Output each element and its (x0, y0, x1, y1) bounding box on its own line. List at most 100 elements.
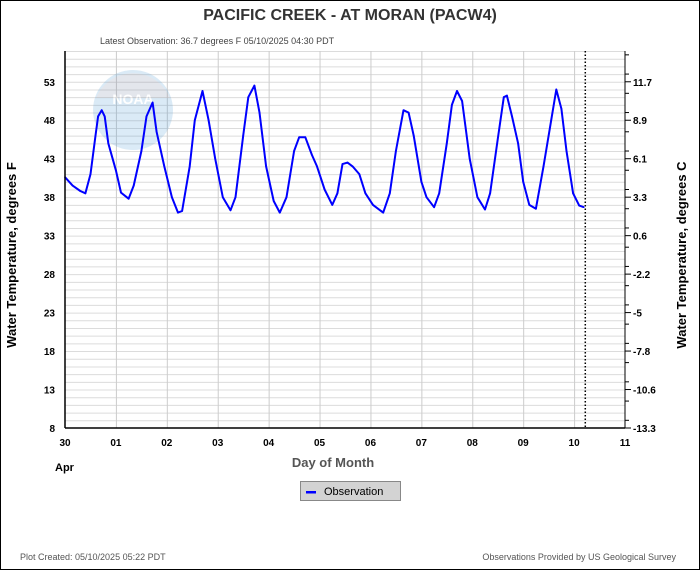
x-month-label: Apr (55, 462, 75, 474)
data-point (285, 196, 288, 198)
data-point (304, 136, 307, 138)
series-layer (64, 84, 585, 214)
data-point (229, 209, 232, 212)
data-point (358, 173, 361, 175)
data-point (372, 204, 374, 206)
x-tick-label: 01 (110, 438, 122, 449)
data-point (222, 196, 224, 198)
data-point (542, 165, 545, 168)
y-axis-label-right: Water Temperature, degrees C (674, 161, 689, 349)
data-point (140, 150, 143, 152)
data-point (484, 208, 486, 211)
y-tick-label-right: -7.8 (633, 347, 651, 358)
y-tick-label-left: 53 (44, 78, 56, 89)
data-point (311, 154, 313, 156)
y-tick-label-left: 8 (49, 424, 55, 435)
data-point (100, 109, 103, 112)
data-point (120, 191, 122, 194)
data-point (433, 206, 435, 208)
data-point (425, 196, 428, 198)
x-tick-label: 06 (365, 438, 377, 449)
y-tick-label-left: 43 (44, 155, 56, 166)
data-point (247, 96, 250, 98)
data-point (468, 157, 471, 160)
data-point (572, 192, 574, 195)
grid (65, 51, 625, 428)
legend: Observation (300, 481, 401, 501)
data-point (84, 192, 87, 195)
data-point (461, 100, 463, 102)
x-tick-label: 04 (263, 438, 275, 449)
legend-box (300, 481, 401, 501)
latest-observation: Latest Observation: 36.7 degrees F 05/10… (100, 36, 335, 46)
x-tick-label: 11 (620, 438, 631, 449)
x-tick-label: 10 (569, 438, 581, 449)
y-tick-label-right: 6.1 (633, 155, 647, 166)
y-tick-label-left: 33 (44, 232, 56, 243)
data-point (127, 197, 130, 200)
y-tick-label-left: 48 (44, 116, 56, 127)
data-point (476, 196, 479, 198)
series-line-observation (64, 84, 585, 214)
data-point (446, 142, 448, 145)
data-point (560, 107, 563, 110)
data-point (582, 206, 585, 208)
y-tick-label-left: 28 (44, 270, 56, 281)
data-point (115, 169, 117, 172)
data-point (181, 210, 183, 212)
data-point (535, 207, 537, 210)
data-point (323, 188, 326, 191)
data-point (214, 157, 216, 160)
data-point (94, 134, 97, 137)
y-tick-label-left: 13 (44, 386, 56, 397)
data-point (171, 196, 173, 198)
data-point (528, 204, 531, 206)
noaa-logo-watermark: NOAA (93, 70, 173, 150)
data-point (407, 111, 410, 114)
y-tick-label-left: 18 (44, 347, 56, 358)
data-point (107, 142, 110, 145)
legend-label: Observation (324, 486, 383, 498)
data-point (451, 104, 453, 106)
data-point (298, 136, 300, 138)
y-tick-label-right: 11.7 (633, 78, 652, 89)
data-point (517, 142, 519, 145)
data-point (188, 165, 191, 168)
y-tick-label-right: -10.6 (633, 386, 656, 397)
y-axis-label-left: Water Temperature, degrees F (4, 162, 19, 348)
data-point (395, 150, 397, 152)
x-axis-label: Day of Month (292, 455, 374, 470)
data-point (151, 101, 154, 104)
y-tick-label-right: 3.3 (633, 193, 647, 204)
data-point (155, 130, 158, 133)
data-point (389, 192, 391, 195)
data-point (79, 190, 82, 192)
data-point (242, 134, 244, 137)
data-point (438, 192, 440, 195)
data-point (279, 211, 281, 214)
y-tick-label-right: -5 (633, 309, 642, 320)
data-point (234, 196, 237, 198)
data-point (496, 138, 499, 141)
data-point (71, 184, 74, 187)
data-point (402, 109, 405, 112)
data-point (132, 184, 135, 187)
data-point (316, 165, 318, 168)
data-point (364, 192, 367, 195)
data-point (201, 90, 204, 92)
data-point (503, 96, 505, 98)
data-point (550, 119, 552, 122)
data-point (163, 165, 166, 168)
data-point (565, 150, 568, 152)
y-tick-label-left: 23 (44, 309, 56, 320)
data-point (97, 115, 99, 118)
data-point (489, 192, 491, 195)
data-point (412, 134, 415, 137)
data-point (522, 180, 524, 183)
legend-swatch (306, 491, 316, 494)
data-provider: Observations Provided by US Geological S… (482, 552, 676, 562)
data-point (177, 211, 179, 214)
data-point (382, 211, 384, 214)
x-tick-label: 03 (212, 438, 224, 449)
